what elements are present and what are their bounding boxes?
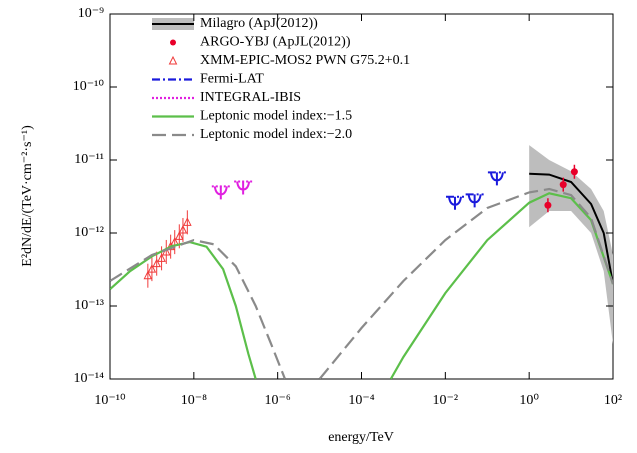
x-tick-label: 10² xyxy=(604,393,622,408)
x-tick-label: 10⁻⁶ xyxy=(265,393,291,408)
data-point xyxy=(489,172,504,186)
legend-label: Leptonic model index:−1.5 xyxy=(200,109,352,124)
legend-label: Fermi-LAT xyxy=(200,72,264,87)
legend-label: Milagro (ApJ(2012)) xyxy=(200,16,318,31)
data-point xyxy=(559,181,567,189)
data-point xyxy=(183,217,192,226)
data-point xyxy=(236,181,251,195)
data-point xyxy=(178,224,188,234)
legend-swatch xyxy=(168,55,178,65)
y-tick-label: 10⁻¹² xyxy=(74,225,104,240)
data-point xyxy=(467,194,482,208)
x-tick-label: 10⁻⁴ xyxy=(348,393,374,408)
y-tick-label: 10⁻¹¹ xyxy=(74,152,104,167)
legend-label: ARGO-YBJ (ApJL(2012)) xyxy=(200,35,351,50)
data-point xyxy=(544,201,552,209)
data-point xyxy=(570,168,578,176)
x-tick-label: 10⁻⁸ xyxy=(181,393,207,408)
data-point xyxy=(152,258,162,268)
legend: Milagro (ApJ(2012)) ARGO-YBJ (ApJL(2012))… xyxy=(152,16,410,142)
series-line xyxy=(110,192,613,379)
series-line xyxy=(110,187,613,379)
legend-label: XMM-EPIC-MOS2 PWN G75.2+0.1 xyxy=(200,53,410,68)
data-point xyxy=(448,196,462,210)
legend-label: Leptonic model index:−2.0 xyxy=(200,127,352,142)
data-point xyxy=(143,270,153,280)
y-tick-label: 10⁻¹⁰ xyxy=(73,79,105,94)
x-axis-label: energy/TeV xyxy=(328,430,394,445)
y-axis-label: E²dN/dE/(TeV·cm⁻²·s⁻¹) xyxy=(20,125,35,267)
legend-swatch xyxy=(170,39,176,46)
legend-label: INTEGRAL-IBIS xyxy=(200,90,301,105)
y-tick-label: 10⁻¹³ xyxy=(74,298,104,313)
data-point xyxy=(174,231,184,240)
y-tick-label: 10⁻⁹ xyxy=(78,6,104,21)
data-point xyxy=(157,253,166,262)
series-line xyxy=(529,172,613,285)
plot-area xyxy=(110,145,613,379)
x-tick-label: 10⁰ xyxy=(519,393,539,408)
y-tick-label: 10⁻¹⁴ xyxy=(74,371,105,386)
x-tick-label: 10⁻² xyxy=(433,393,459,408)
data-point xyxy=(147,264,157,273)
data-point xyxy=(213,186,228,200)
x-tick-label: 10⁻¹⁰ xyxy=(94,393,126,408)
uncertainty-band xyxy=(529,145,613,345)
